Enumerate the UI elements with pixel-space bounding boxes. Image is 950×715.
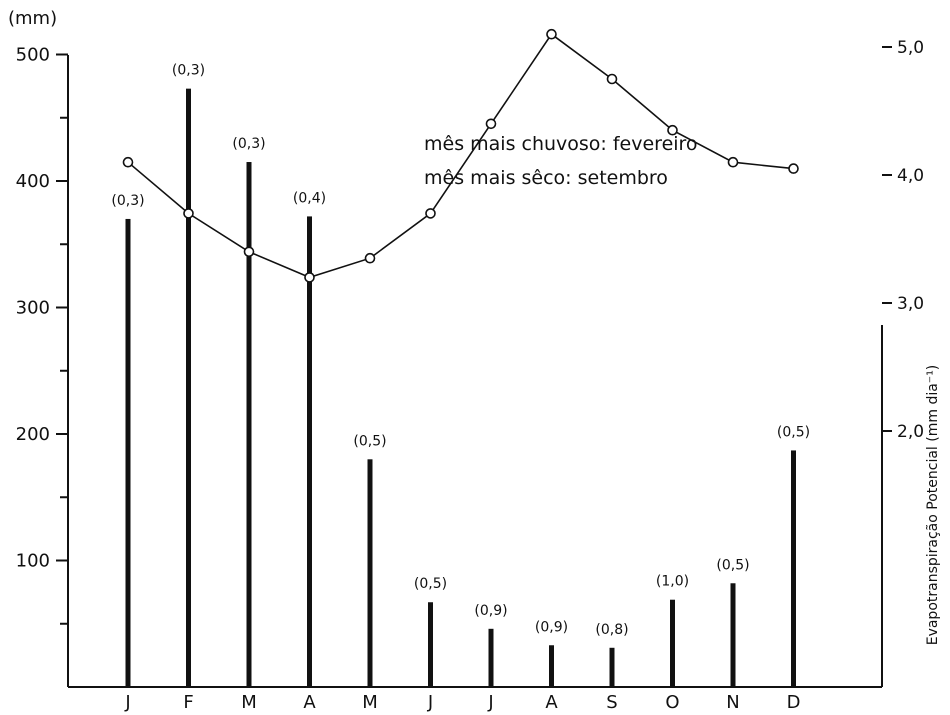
x-tick-label: M [241,692,257,713]
x-tick-label: A [545,692,558,713]
bar-value-label: (0,4) [293,190,326,206]
evapotranspiration-line [127,33,794,279]
bar-value-label: (0,5) [353,433,386,449]
y-axis-left-unit: (mm) [8,8,57,29]
evapotranspiration-point [425,208,436,219]
rainfall-bar [730,583,736,687]
bar-value-label: (0,9) [535,619,568,635]
rainfall-bar [791,450,796,687]
rainfall-bar [125,218,131,687]
bar-value-label: (0,5) [414,576,447,592]
bar-value-label: (1,0) [656,574,689,590]
annotation-driest-month: mês mais sêco: setembro [424,167,668,189]
evapotranspiration-point [546,28,557,40]
bar-value-label: (0,9) [474,603,507,619]
evapotranspiration-point [788,163,799,174]
x-tick-label: N [726,692,739,713]
y-left-tick-label: 400 [16,171,50,192]
x-tick-label: J [487,692,493,713]
evapotranspiration-point [122,156,134,168]
y-left-tick-label: 300 [16,298,50,319]
y-left-tick-label: 100 [16,551,50,572]
y-axis-right-label: Evapotranspiração Potencial (mm dia⁻¹) [925,365,941,646]
y-right-tick-label: 5,0 [897,38,924,58]
x-tick-label: J [427,692,433,713]
bar-value-label: (0,8) [595,622,628,638]
evapotranspiration-point [485,118,497,130]
rainfall-bar [367,459,373,687]
evapotranspiration-point [243,246,255,258]
annotation-wettest-month: mês mais chuvoso: fevereiro [424,133,698,155]
bar-value-label: (0,5) [716,557,749,573]
x-tick-label: S [606,692,617,713]
x-tick-label: J [124,692,130,713]
rainfall-bar [488,628,494,687]
x-tick-label: D [787,692,801,713]
rainfall-bar [186,88,191,687]
evapotranspiration-point [304,272,315,283]
bar-value-label: (0,3) [172,63,205,79]
bar-value-label: (0,5) [777,424,810,440]
evapotranspiration-point [667,124,678,136]
evapotranspiration-point [364,252,376,264]
evapotranspiration-point [183,208,194,219]
bar-value-label: (0,3) [232,136,265,152]
rainfall-bar [246,162,252,687]
evapotranspiration-point [606,73,618,85]
x-tick-label: A [303,692,316,713]
rainfall-bar [307,216,312,688]
evapotranspiration-point [727,156,739,168]
bar-value-label: (0,3) [111,193,144,209]
rainfall-bar [609,647,615,687]
y-left-tick-label: 200 [16,424,50,445]
y-right-tick-label: 4,0 [897,166,924,186]
y-right-tick-label: 3,0 [897,294,924,314]
rainfall-bar [428,602,433,687]
x-tick-label: M [362,692,378,713]
rainfall-bar [549,645,554,687]
rainfall-bar [670,599,675,687]
y-right-tick-label: 2,0 [897,422,924,442]
y-left-tick-label: 500 [16,45,50,66]
x-tick-label: F [183,692,193,713]
x-tick-label: O [665,692,679,713]
